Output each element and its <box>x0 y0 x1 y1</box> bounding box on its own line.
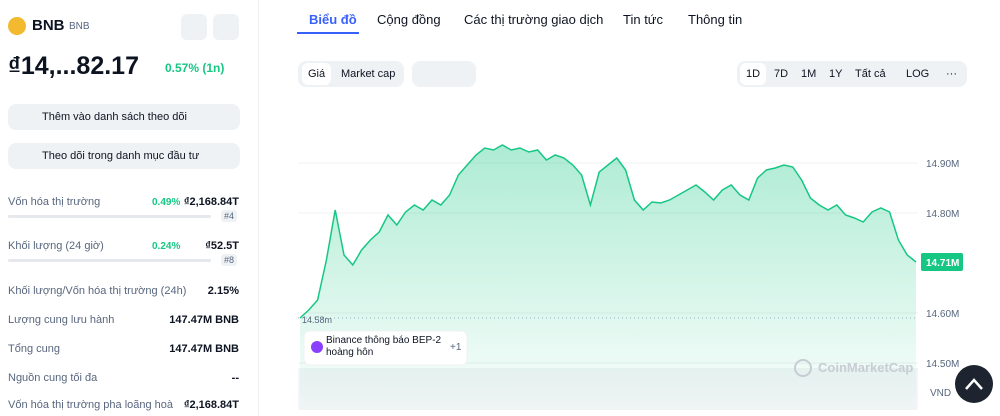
start-label: 14.58m <box>302 315 332 325</box>
stat-value: 147.47M BNB <box>169 314 239 326</box>
toggle-option[interactable]: Market cap <box>341 68 396 80</box>
range-group <box>737 61 967 87</box>
current-price: 14.71M <box>926 258 959 269</box>
annotation-icon <box>311 341 323 353</box>
stat-bar <box>8 259 211 262</box>
range-option[interactable]: 1Y <box>829 68 843 80</box>
annotation-count: +1 <box>450 342 462 353</box>
stat-change: 0.24% <box>152 241 181 252</box>
stat-rank: #8 <box>221 254 238 266</box>
tab[interactable]: Thông tin <box>688 12 743 27</box>
stat-label: Vốn hóa thị trường <box>8 196 101 208</box>
annotation-wrap: Binance thông báo BEP-2 hoàng hôn <box>326 335 442 358</box>
coin-symbol: BNB <box>69 21 90 32</box>
tab[interactable]: Cộng đồng <box>377 12 441 27</box>
range-option[interactable]: 1D <box>740 63 767 85</box>
currency-label: VND <box>930 388 951 399</box>
annotation-card <box>303 330 468 366</box>
stat-label: Vốn hóa thị trường pha loãng hoà <box>8 399 174 411</box>
stat-label: Nguồn cung tối đa <box>8 372 98 384</box>
star-button[interactable] <box>181 14 207 40</box>
coin-name: BNB <box>32 17 65 34</box>
chart-style-group <box>412 61 476 87</box>
price: ₫14,...82.17 <box>8 52 139 80</box>
current-price-badge <box>921 253 963 271</box>
y-tick-label: 14.80M <box>926 209 959 220</box>
tab[interactable]: Biểu đồ <box>309 12 357 27</box>
scroll-top-arrow <box>965 378 983 390</box>
stat-change: 0.49% <box>152 197 181 208</box>
scroll-top-button[interactable] <box>955 365 993 403</box>
stat-label: Khối lượng (24 giờ) <box>8 240 104 252</box>
y-tick-label: 14.90M <box>926 159 959 170</box>
y-tick-label: 14.60M <box>926 309 959 320</box>
share-button[interactable] <box>213 14 239 40</box>
tab[interactable]: Các thị trường giao dịch <box>464 12 604 27</box>
coin-logo <box>8 17 26 35</box>
watermark-logo <box>794 359 812 377</box>
stat-value: 147.47M BNB <box>169 343 239 355</box>
price-change: 0.57% (1n) <box>165 61 225 75</box>
range-option[interactable]: LOG <box>906 68 930 80</box>
stat-value: -- <box>231 372 239 384</box>
watchlist-button[interactable]: Thêm vào danh sách theo dõi <box>8 104 240 130</box>
range-option[interactable]: ··· <box>946 68 957 80</box>
stat-label: Khối lượng/Vốn hóa thị trường (24h) <box>8 285 187 297</box>
price-line <box>299 144 917 319</box>
watermark: CoinMarketCap <box>818 360 913 375</box>
stat-value: ₫52.5T <box>205 240 239 252</box>
y-tick-label: 14.50M <box>926 359 959 370</box>
range-option[interactable]: Tất cả <box>855 68 886 80</box>
annotation-text: Binance thông báo BEP-2 hoàng hôn <box>326 335 442 358</box>
toggle-option[interactable]: Giá <box>302 63 332 85</box>
stat-rank: #4 <box>221 210 238 222</box>
tab[interactable]: Tin tức <box>623 12 664 27</box>
range-option[interactable]: 7D <box>774 68 789 80</box>
stat-value: 2.15% <box>207 285 239 297</box>
range-option[interactable]: 1M <box>801 68 817 80</box>
portfolio-button[interactable]: Theo dõi trong danh mục đầu tư <box>8 143 240 169</box>
stat-value: ₫2,168.84T <box>183 196 239 208</box>
active-tab-underline <box>297 32 359 34</box>
stat-bar <box>8 215 211 218</box>
divider <box>258 0 259 416</box>
stat-value: ₫2,168.84T <box>183 399 239 411</box>
stat-label: Lượng cung lưu hành <box>8 314 115 326</box>
stat-label: Tổng cung <box>8 343 60 355</box>
